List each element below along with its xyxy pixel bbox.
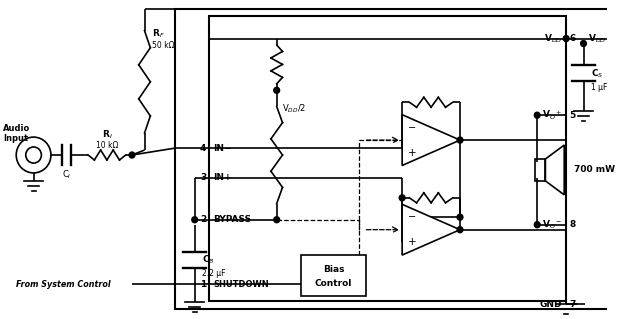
- Text: V$_{DD}$: V$_{DD}$: [544, 32, 562, 45]
- Text: IN−: IN−: [213, 144, 231, 152]
- Text: 2: 2: [200, 215, 207, 224]
- Circle shape: [274, 217, 280, 223]
- Text: +: +: [408, 237, 417, 247]
- Circle shape: [399, 195, 405, 201]
- Circle shape: [534, 112, 540, 118]
- Text: 3: 3: [200, 174, 207, 182]
- Text: 4: 4: [200, 144, 207, 152]
- Circle shape: [580, 41, 587, 47]
- Polygon shape: [402, 204, 460, 255]
- Circle shape: [457, 214, 463, 220]
- Text: 8: 8: [569, 220, 575, 229]
- Circle shape: [129, 152, 135, 158]
- Circle shape: [274, 87, 280, 93]
- Text: 10 kΩ: 10 kΩ: [96, 141, 118, 150]
- Circle shape: [534, 222, 540, 228]
- Bar: [301, 255, 366, 296]
- Text: R$_I$: R$_I$: [101, 129, 112, 141]
- Text: From System Control: From System Control: [16, 280, 111, 289]
- Bar: [536, 159, 545, 181]
- Circle shape: [457, 137, 463, 143]
- Text: V$_{DD}$: V$_{DD}$: [588, 32, 606, 45]
- Text: Bias: Bias: [323, 265, 345, 274]
- Text: C$_B$: C$_B$: [202, 253, 215, 266]
- Text: V$_{DD}$/2: V$_{DD}$/2: [282, 102, 305, 115]
- Text: 700 mW: 700 mW: [574, 166, 615, 174]
- Text: 50 kΩ: 50 kΩ: [152, 41, 175, 50]
- Text: C$_S$: C$_S$: [592, 67, 604, 80]
- Text: C$_I$: C$_I$: [62, 169, 71, 182]
- Text: Audio
Input: Audio Input: [2, 124, 30, 143]
- Bar: [175, 9, 610, 309]
- Text: 1: 1: [200, 280, 207, 289]
- Circle shape: [564, 35, 569, 41]
- Text: BYPASS: BYPASS: [213, 215, 251, 224]
- Text: IN+: IN+: [213, 174, 231, 182]
- Text: Control: Control: [315, 279, 352, 288]
- Text: 5: 5: [569, 111, 575, 120]
- Text: R$_F$: R$_F$: [152, 27, 165, 40]
- Circle shape: [192, 217, 198, 223]
- Text: 7: 7: [569, 300, 575, 309]
- Polygon shape: [402, 115, 460, 166]
- Text: 6: 6: [569, 34, 575, 43]
- Text: 1 μF: 1 μF: [592, 83, 608, 92]
- Text: 2.2 μF: 2.2 μF: [202, 269, 226, 278]
- Text: V$_O$$^+$: V$_O$$^+$: [542, 108, 562, 122]
- Text: −: −: [408, 212, 416, 222]
- Text: V$_O$$^-$: V$_O$$^-$: [542, 219, 562, 231]
- Text: GND: GND: [540, 300, 562, 309]
- Text: +: +: [408, 148, 417, 158]
- Circle shape: [457, 227, 463, 233]
- Text: SHUTDOWN: SHUTDOWN: [213, 280, 269, 289]
- Bar: [209, 16, 566, 301]
- Text: −: −: [408, 122, 416, 132]
